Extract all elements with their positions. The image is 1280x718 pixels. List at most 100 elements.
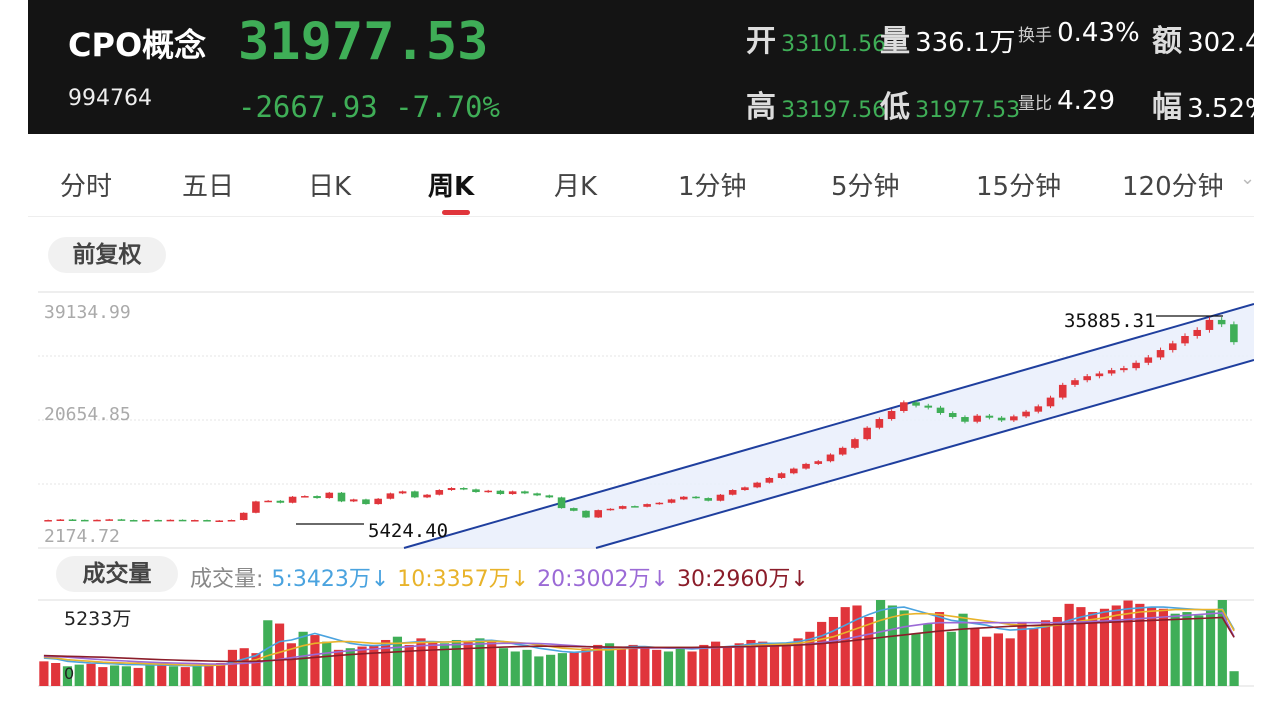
tab-15-minute[interactable]: 15分钟: [976, 172, 1062, 202]
open-value: 33101.56: [781, 32, 887, 57]
kline-chart[interactable]: 39134.99 20654.85 2174.72 35885.31 5424.…: [28, 0, 1254, 718]
ma5-legend: 5:3423万↓: [271, 567, 390, 592]
high-label: 高: [746, 90, 776, 125]
candle-body: [1071, 380, 1079, 385]
volume-bar: [604, 643, 615, 686]
candle-body: [985, 415, 994, 418]
volume-bar: [251, 653, 261, 686]
volume-bar: [911, 633, 921, 686]
volume-bar: [392, 636, 403, 686]
candle-body: [802, 463, 810, 469]
volume-bar: [227, 649, 238, 686]
tab-5-minute[interactable]: 5分钟: [831, 172, 900, 202]
volume-ratio-label: 量比: [1018, 94, 1052, 114]
volume-indicator-button[interactable]: 成交量: [56, 556, 178, 592]
volume-bar: [734, 643, 744, 686]
volume-bar: [1029, 628, 1039, 686]
ma30-line: [43, 616, 1235, 663]
price-change: -2667.93 -7.70%: [238, 90, 500, 124]
volume-bar: [286, 643, 296, 686]
volume-bar: [970, 628, 980, 686]
candle-body: [447, 488, 456, 491]
volume-bar: [1064, 603, 1074, 686]
candle-body: [1132, 362, 1140, 369]
candle-body: [741, 487, 749, 491]
candle-body: [606, 508, 615, 511]
volume-bar: [333, 649, 344, 686]
volume-bar: [145, 664, 155, 686]
tab-monthly-k[interactable]: 月K: [554, 172, 598, 202]
candle-body: [44, 520, 52, 522]
candle-body: [301, 496, 309, 498]
volume-bar: [192, 666, 202, 686]
candle-body: [875, 419, 884, 428]
volume-bar: [593, 644, 603, 686]
candle-body: [1046, 397, 1055, 407]
volume-bar: [475, 638, 485, 686]
volume-bar: [1123, 600, 1133, 686]
tab-1-minute[interactable]: 1分钟: [678, 172, 747, 202]
current-price: 31977.53: [238, 12, 489, 72]
tab-120-minute[interactable]: 120分钟: [1122, 172, 1224, 202]
volume-bar: [39, 661, 49, 686]
candle-body: [288, 496, 297, 503]
tab-daily-k[interactable]: 日K: [308, 172, 352, 202]
candle-body: [362, 499, 370, 505]
amplitude-label: 幅: [1152, 90, 1182, 125]
low-marker: 5424.40: [368, 520, 448, 542]
candle-body: [435, 490, 444, 495]
stat-amount: 额 302.4: [1152, 16, 1254, 60]
stat-low: 低 31977.53: [880, 82, 1020, 126]
volume-bar: [828, 616, 839, 686]
candle-body: [814, 461, 823, 464]
volume-bar: [451, 639, 461, 686]
volume-bar: [62, 666, 73, 686]
stock-name: CPO概念: [68, 26, 207, 64]
candle-body: [521, 491, 529, 494]
volume-bar: [1017, 621, 1027, 686]
quote-header: CPO概念 994764 31977.53 -2667.93 -7.70% 开 …: [28, 0, 1254, 134]
volume-bar: [817, 621, 827, 686]
chevron-down-icon[interactable]: ⌄: [1240, 168, 1254, 189]
candle-body: [728, 490, 737, 495]
candle-body: [215, 520, 224, 522]
volume-bar: [805, 631, 815, 686]
candle-body: [765, 477, 774, 483]
tab-weekly-k[interactable]: 周K: [428, 172, 475, 202]
volume-bar: [110, 665, 120, 686]
candle-body: [178, 519, 187, 522]
y-min-label: 2174.72: [44, 526, 120, 547]
active-tab-indicator: [442, 210, 470, 215]
candle-body: [105, 519, 114, 521]
candle-body: [1230, 324, 1238, 343]
volume-bar: [1147, 607, 1157, 686]
candle-body: [68, 519, 77, 521]
volume-bar: [98, 667, 108, 686]
candle-body: [1022, 411, 1030, 417]
candle-body: [643, 504, 651, 507]
candle-body: [459, 488, 468, 490]
candle-body: [667, 499, 676, 503]
volume-bar: [864, 616, 874, 686]
candle-body: [997, 417, 1006, 421]
candle-body: [851, 439, 859, 448]
tab-five-day[interactable]: 五日: [182, 172, 235, 202]
adjust-mode-button[interactable]: 前复权: [48, 237, 166, 273]
volume-bar: [180, 667, 190, 686]
candle-body: [1010, 416, 1018, 421]
candle-body: [631, 506, 639, 508]
volume-bar: [557, 653, 567, 686]
price-grid: [38, 291, 1254, 549]
volume-bar: [546, 654, 556, 686]
stat-high: 高 33197.56: [746, 82, 886, 126]
volume-bar: [781, 643, 791, 686]
tab-intraday[interactable]: 分时: [60, 172, 113, 202]
candle-body: [1107, 370, 1116, 374]
change-percent: -7.70%: [395, 90, 500, 124]
change-amount: -2667.93: [238, 90, 378, 124]
volume-bar: [498, 648, 509, 686]
channel-lower-line: [595, 359, 1254, 549]
volume-bar: [404, 644, 414, 686]
candle-body: [1217, 319, 1226, 325]
candle-body: [1168, 343, 1177, 351]
